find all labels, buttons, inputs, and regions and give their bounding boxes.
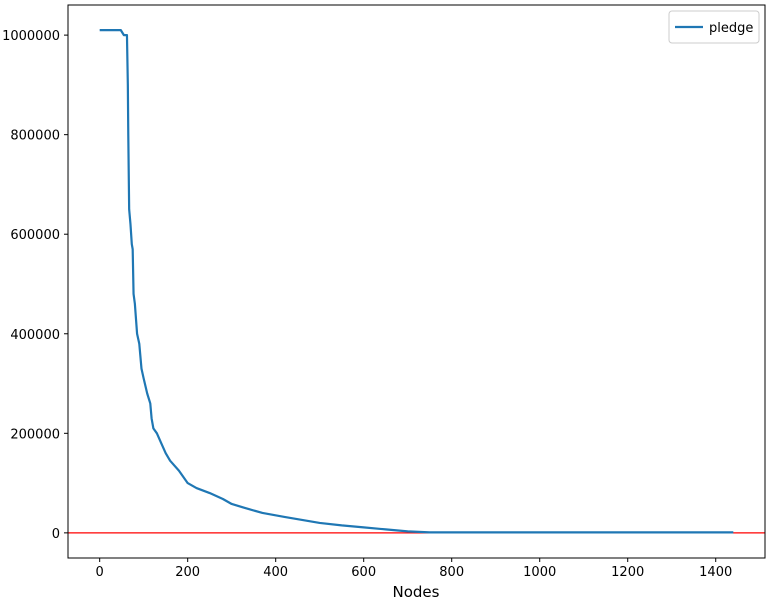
x-tick-label: 200 bbox=[175, 565, 200, 580]
y-tick-label: 200000 bbox=[10, 427, 60, 442]
x-tick-label: 0 bbox=[96, 565, 104, 580]
legend-label: pledge bbox=[709, 21, 753, 36]
x-tick-label: 1400 bbox=[699, 565, 732, 580]
x-tick-label: 1200 bbox=[611, 565, 644, 580]
y-tick-label: 800000 bbox=[10, 129, 60, 144]
plot-frame bbox=[67, 4, 766, 559]
x-tick-label: 800 bbox=[439, 565, 464, 580]
y-tick-label: 0 bbox=[52, 527, 60, 542]
x-tick-label: 400 bbox=[263, 565, 288, 580]
y-tick-label: 1000000 bbox=[2, 29, 60, 44]
y-tick-label: 600000 bbox=[10, 228, 60, 243]
x-tick-label: 1000 bbox=[523, 565, 556, 580]
data-line bbox=[99, 29, 734, 534]
y-tick-label: 400000 bbox=[10, 328, 60, 343]
legend-box bbox=[668, 10, 760, 44]
x-axis-label: Nodes bbox=[393, 583, 440, 601]
x-tick-label: 600 bbox=[351, 565, 376, 580]
